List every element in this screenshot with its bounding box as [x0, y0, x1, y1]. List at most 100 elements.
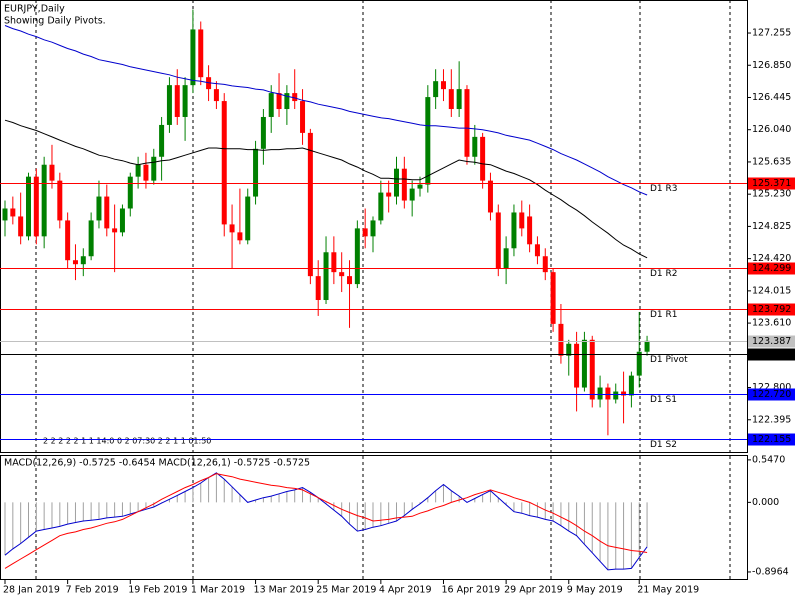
x-tick-label: 13 Mar 2019 [254, 585, 314, 596]
candle-body [65, 220, 71, 261]
y-tick-label: 126.445 [752, 92, 791, 103]
chart-title: EURJPY,Daily [4, 4, 65, 15]
candle-body [362, 228, 368, 237]
candle-body [519, 212, 525, 229]
candle-body [628, 375, 634, 396]
candle-body [57, 180, 63, 221]
price-box [748, 433, 795, 446]
candle-body [589, 339, 595, 400]
x-tick-label: 7 Feb 2019 [66, 585, 119, 596]
candle-body [448, 89, 454, 110]
candle-body [378, 192, 384, 221]
candle-body [370, 220, 376, 237]
candle-body [315, 276, 321, 301]
candle-body [88, 220, 94, 257]
pivot-label: D1 R2 [650, 269, 678, 279]
candle-body [190, 29, 196, 86]
candle-body [542, 256, 548, 273]
candle-body [253, 148, 259, 197]
price-box [748, 303, 795, 316]
price-box-label: 122.155 [752, 434, 791, 445]
candle-body [237, 232, 243, 241]
macd-y-tick-label: 0.5470 [752, 454, 785, 465]
candle-body [2, 208, 8, 221]
candle-body [166, 85, 172, 125]
y-tick-label: 124.420 [752, 253, 791, 264]
price-box [748, 335, 795, 348]
candle-body [401, 168, 407, 201]
price-box-label: 122.720 [752, 389, 791, 400]
x-tick-label: 1 Mar 2019 [191, 585, 245, 596]
price-box-label: 123.387 [752, 336, 791, 347]
candle-body [182, 85, 188, 117]
candle-body [527, 216, 533, 245]
y-tick-label: 127.255 [752, 28, 791, 39]
price-box-label: 124.299 [752, 263, 791, 274]
candle-body [464, 89, 470, 157]
candle-body [354, 228, 360, 285]
candle-body [33, 176, 39, 237]
candle-body [119, 208, 125, 233]
price-box [748, 348, 795, 361]
candle-body [80, 256, 86, 265]
candle-body [198, 29, 204, 78]
y-tick-label: 124.015 [752, 285, 791, 296]
macd-y-tick-label: -0.8964 [752, 566, 789, 577]
candle-body [597, 387, 603, 400]
candle-body [386, 192, 392, 197]
price-box [748, 177, 795, 190]
candle-body [613, 391, 619, 400]
candle-body [72, 260, 78, 265]
candle-body [566, 343, 572, 356]
candle-body [307, 132, 313, 277]
candle-body [347, 276, 353, 285]
candle-body [636, 351, 642, 376]
x-tick-label: 4 Apr 2019 [379, 585, 432, 596]
candle-body [417, 184, 423, 189]
candle-body [409, 188, 415, 201]
candle-body [503, 248, 509, 269]
object-labels: 2 2 2 2 2 1 1 14:0 0 2 07:30 2 2 1 1 01:… [43, 437, 211, 446]
pivot-label: D1 S1 [650, 395, 677, 405]
candle-body [174, 85, 180, 117]
price-box [748, 262, 795, 275]
y-tick-label: 126.040 [752, 124, 791, 135]
candle-body [260, 116, 266, 149]
candle-body [213, 89, 219, 102]
candle-body [276, 93, 282, 110]
candle-body [323, 252, 329, 301]
candle-body [268, 93, 274, 117]
candle-body [135, 164, 141, 177]
candle-body [480, 136, 486, 181]
y-tick-label: 125.230 [752, 189, 791, 200]
x-tick-label: 21 May 2019 [637, 585, 699, 596]
candle-body [127, 176, 133, 209]
pivot-label: D1 Pivot [650, 355, 688, 365]
candle-body [644, 340, 650, 352]
candle-body [229, 224, 235, 233]
candle-body [574, 343, 580, 388]
candle-body [511, 212, 517, 249]
x-tick-label: 19 Feb 2019 [128, 585, 187, 596]
y-tick-label: 126.850 [752, 60, 791, 71]
candle-body [104, 196, 110, 229]
y-tick-label: 123.610 [752, 318, 791, 329]
candle-body [472, 136, 478, 157]
moving-average [4, 25, 648, 196]
x-tick-label: 28 Jan 2019 [3, 585, 60, 596]
macd-title: MACD(12,26,9) -0.5725 -0.6454 MACD(12,26… [4, 458, 310, 469]
candle-body [605, 387, 611, 400]
candle-body [221, 101, 227, 225]
price-box-label: 123.792 [752, 304, 791, 315]
candle-body [96, 196, 102, 221]
moving-average [4, 119, 648, 259]
candle-body [159, 124, 165, 157]
candle-body [25, 176, 31, 237]
candle-body [621, 391, 627, 396]
candle-body [425, 97, 431, 185]
candle-body [534, 244, 540, 257]
price-box-label: 125.371 [752, 178, 791, 189]
pivot-label: D1 R3 [650, 184, 678, 194]
